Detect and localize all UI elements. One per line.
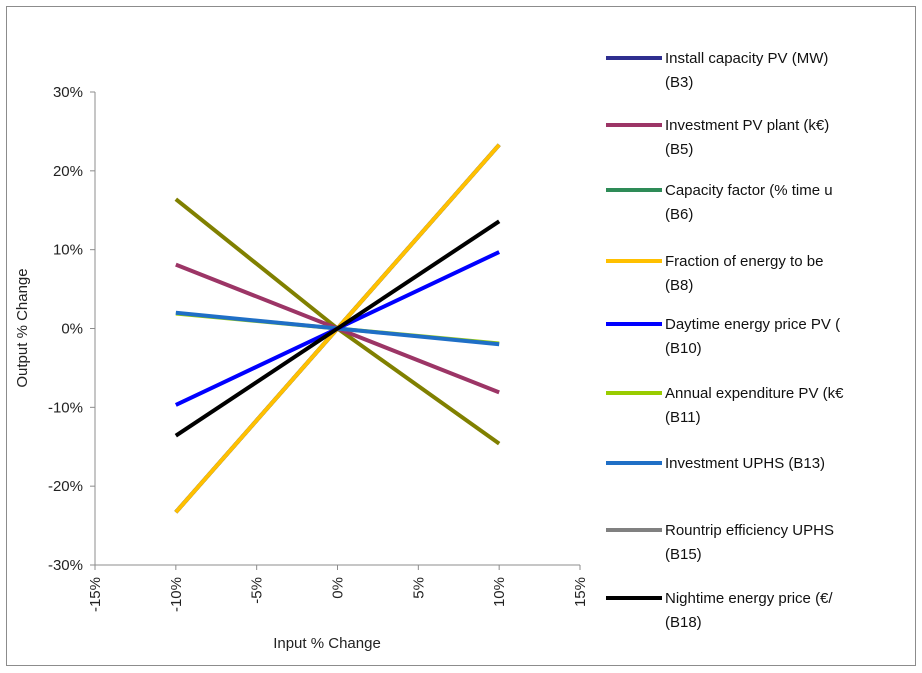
legend-ref: (B18)	[665, 614, 702, 631]
x-tick-label: 0%	[330, 577, 347, 599]
x-tick-label: 5%	[410, 577, 427, 599]
y-tick-label: -30%	[48, 557, 83, 574]
x-tick-label: -10%	[168, 577, 185, 612]
legend-ref: (B6)	[665, 206, 693, 223]
legend-label: Investment PV plant (k€)	[665, 117, 829, 134]
x-tick-label: -15%	[87, 577, 104, 612]
legend-label: Rountrip efficiency UPHS	[665, 522, 834, 539]
x-axis-title: Input % Change	[273, 635, 381, 652]
plot-lines	[174, 143, 501, 514]
legend-label: Investment UPHS (B13)	[665, 455, 825, 472]
x-tick-label: 10%	[491, 577, 508, 607]
chart-frame	[6, 6, 916, 666]
y-tick-label: 30%	[53, 84, 83, 101]
series-line-olive	[174, 197, 501, 446]
legend-label: Capacity factor (% time u	[665, 182, 833, 199]
x-tick-label: 15%	[572, 577, 589, 607]
legend-ref: (B5)	[665, 141, 693, 158]
x-ticks: -15% -10% -5% 0% 5% 10% 15%	[87, 565, 589, 612]
legend-ref: (B11)	[665, 409, 701, 426]
y-tick-label: -20%	[48, 478, 83, 495]
legend-ref: (B8)	[665, 277, 693, 294]
y-tick-label: 20%	[53, 163, 83, 180]
legend-ref: (B3)	[665, 74, 693, 91]
y-tick-label: 0%	[61, 321, 83, 338]
legend-label: Annual expenditure PV (k€	[665, 385, 844, 402]
legend-label: Daytime energy price PV (	[665, 316, 840, 333]
y-tick-label: -10%	[48, 399, 83, 416]
y-ticks: 30% 20% 10% 0% -10% -20% -30%	[48, 84, 95, 574]
x-tick-label: -5%	[249, 577, 266, 604]
y-axis-title: Output % Change	[14, 268, 31, 387]
legend-label: Fraction of energy to be	[665, 253, 823, 270]
series-line-8	[174, 219, 501, 438]
legend-label: Nightime energy price (€/	[665, 590, 833, 607]
legend-label: Install capacity PV (MW)	[665, 50, 828, 67]
legend-ref: (B15)	[665, 546, 702, 563]
legend: Install capacity PV (MW) (B3) Investment P…	[606, 50, 844, 631]
legend-ref: (B10)	[665, 340, 702, 357]
y-tick-label: 10%	[53, 242, 83, 259]
